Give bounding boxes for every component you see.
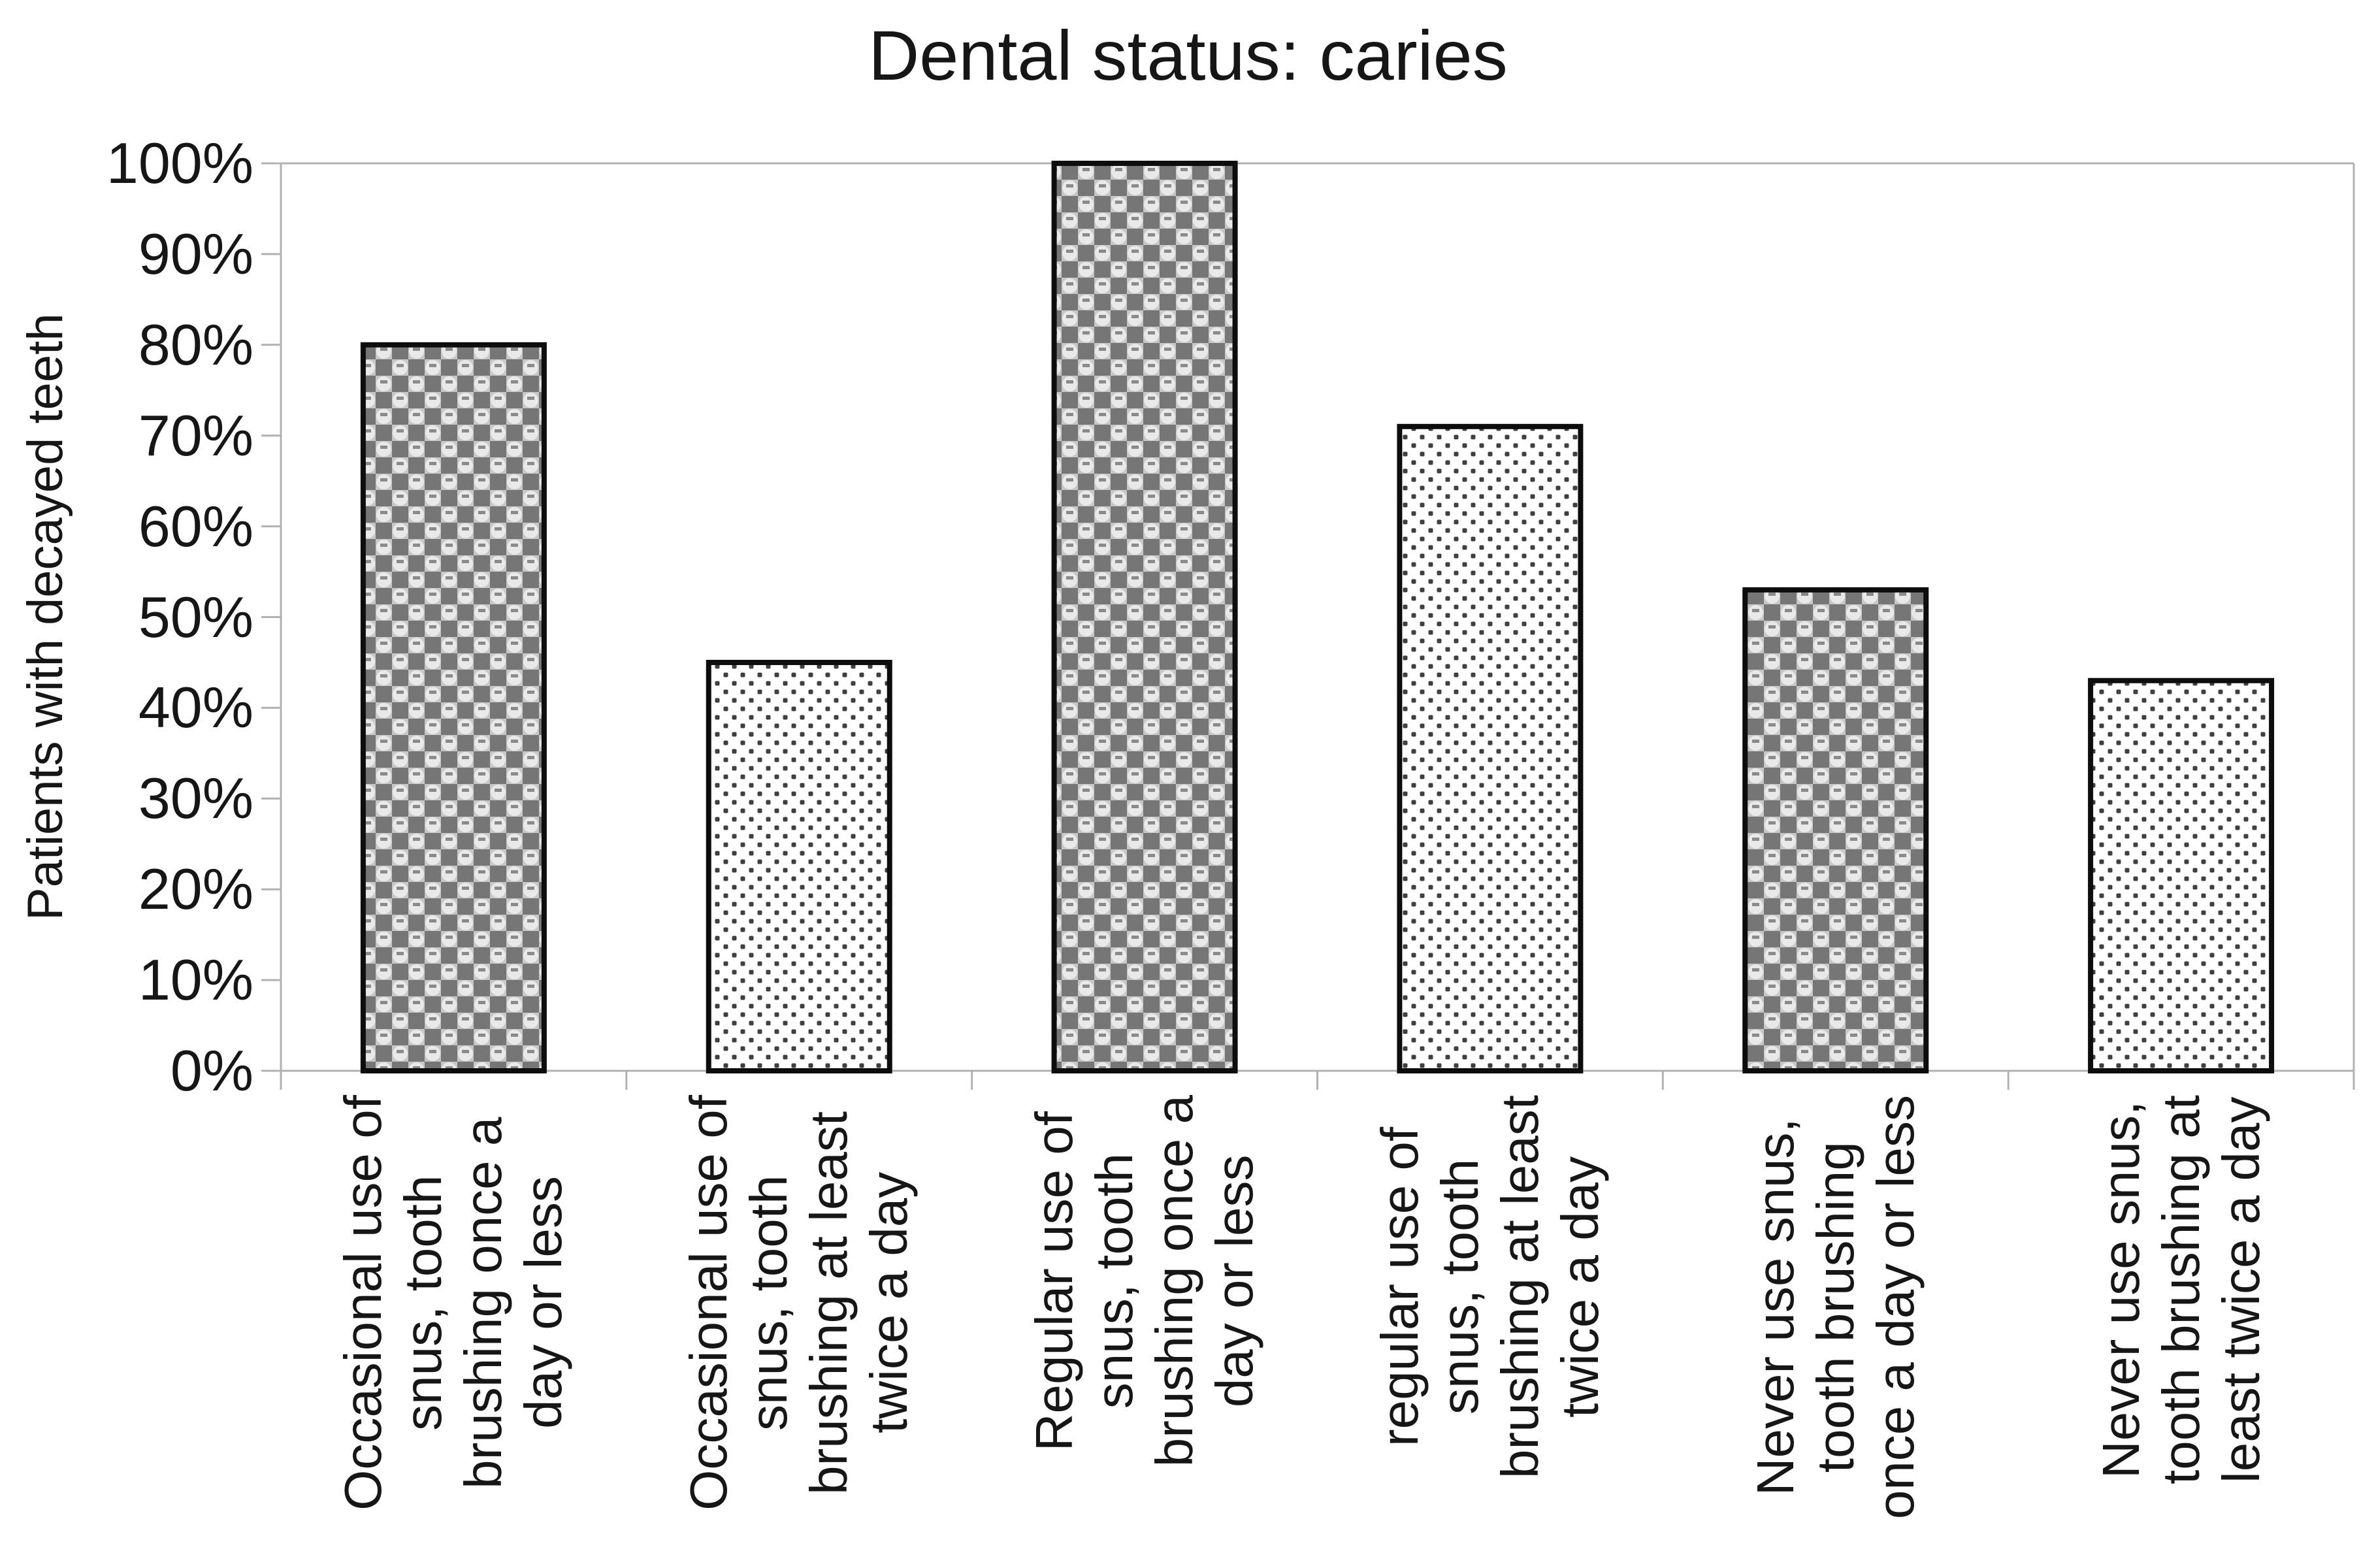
x-category-label-3: Regular use of snus, tooth brushing once…	[1025, 1095, 1264, 1467]
y-tick-label: 0%	[170, 1038, 253, 1103]
y-tick-label: 60%	[138, 493, 253, 559]
x-category-label-5: Never use snus, tooth brushing once a da…	[1746, 1095, 1925, 1520]
y-tick-label: 70%	[138, 402, 253, 468]
bar-2	[706, 659, 892, 1073]
plot-frame	[280, 162, 2355, 1090]
bar-1	[360, 342, 547, 1073]
x-category-label-2: Occasional use of snus, tooth brushing a…	[679, 1095, 919, 1511]
y-tick-label: 40%	[138, 675, 253, 740]
bar-5	[1742, 587, 1929, 1073]
bar-4	[1397, 423, 1584, 1073]
bar-3	[1051, 161, 1238, 1073]
y-tick-label: 100%	[106, 131, 253, 195]
y-tick-label: 30%	[138, 766, 253, 831]
x-category-label-1: Occasional use of snus, tooth brushing o…	[334, 1095, 573, 1511]
y-tick-label: 50%	[138, 584, 253, 649]
x-category-label-6: Never use snus, tooth brushing at least …	[2091, 1095, 2270, 1484]
y-tick-label: 80%	[138, 312, 253, 377]
y-tick-label: 10%	[138, 947, 253, 1013]
chart-title: Dental status: caries	[868, 16, 1508, 95]
bars-group	[360, 161, 2275, 1073]
y-tick-label: 20%	[138, 857, 253, 922]
y-tick-label: 90%	[138, 221, 253, 286]
bar-6	[2088, 678, 2275, 1073]
axis-ticks	[261, 162, 2355, 1090]
x-category-label-4: regular use of snus, tooth brushing at l…	[1370, 1095, 1609, 1479]
